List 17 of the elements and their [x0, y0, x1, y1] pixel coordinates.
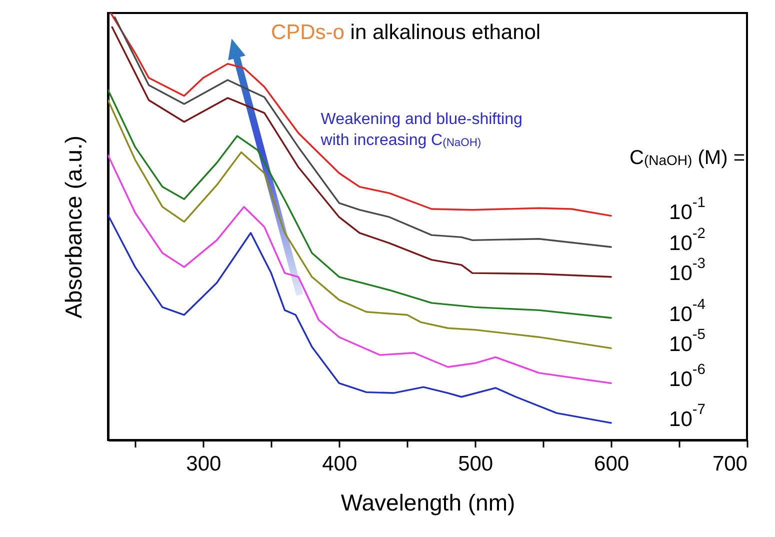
text: 10$^{-6}$ [669, 362, 706, 392]
x-tick-label: 300 [186, 452, 222, 476]
text: 10$^{-1}$ [669, 195, 706, 224]
text: 10$^{-7}$ [669, 402, 706, 431]
legend-title: C(NaOH) (M) = [630, 146, 745, 169]
x-axis-title: Wavelength (nm) [340, 490, 516, 516]
x-tick-label: 500 [458, 452, 494, 476]
text: 10$^{-2}$ [669, 226, 706, 255]
text: 10$^{-5}$ [669, 328, 706, 356]
chart-title: CPDs-o in alkalinous ethanol [270, 21, 541, 44]
x-tick-label: 600 [594, 452, 630, 476]
text: 10$^{-4}$ [669, 297, 706, 326]
x-tick-label: 700 [712, 452, 748, 476]
annotation: Weakening and blue-shifting with increasing C(NaOH) [320, 111, 522, 149]
text: 10$^{-3}$ [669, 256, 706, 285]
x-tick-label: 400 [322, 452, 358, 476]
y-axis-title: Absorbance (a.u.) [60, 136, 86, 318]
